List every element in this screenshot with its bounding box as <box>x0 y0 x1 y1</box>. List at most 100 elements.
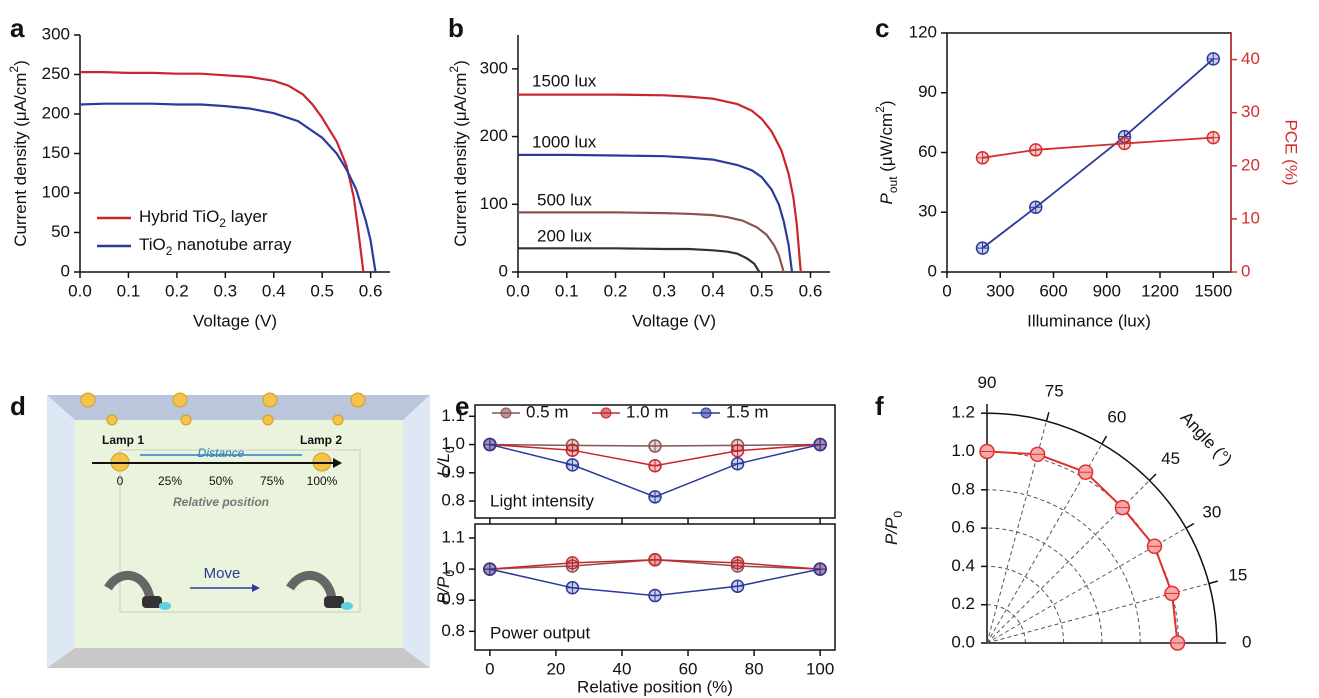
plot-frame <box>474 523 836 651</box>
label-part: Current density (μA/cm <box>451 73 470 247</box>
label-part: 2 <box>447 66 461 73</box>
annotation: Light intensity <box>490 491 594 510</box>
legend-marker <box>700 407 712 419</box>
panel-d: Lamp 1 Lamp 2 Distance 0 25% 50% 75% 100… <box>10 391 430 668</box>
label-part: layer <box>226 207 268 226</box>
floor <box>47 648 430 668</box>
angle-tick <box>1045 411 1050 422</box>
label-part: Current density (μA/cm <box>11 73 30 247</box>
position-tick: 0 <box>117 474 124 488</box>
angle-tick-label: 15 <box>1228 565 1247 584</box>
lamp <box>332 414 344 426</box>
x-tick-label: 0.2 <box>604 281 628 300</box>
x-tick-label: 0.4 <box>701 281 725 300</box>
angle-tick-label: 0 <box>1242 632 1251 651</box>
x-tick-label: 0.5 <box>750 281 774 300</box>
curve <box>518 93 802 273</box>
angle-tick-label: 90 <box>978 373 997 392</box>
angle-tick <box>1101 435 1108 445</box>
y-tick-label: 250 <box>42 64 70 83</box>
label-part: out <box>886 176 900 193</box>
series-label: 1000 lux <box>532 132 597 151</box>
x-tick-label: 0.1 <box>117 281 141 300</box>
y-tick-label: 100 <box>480 194 508 213</box>
x-tick-label: 0.6 <box>359 281 383 300</box>
x-tick-label: 0 <box>485 659 494 678</box>
plot-frame <box>474 404 836 519</box>
y-tick-label: 60 <box>918 142 937 161</box>
x-tick-label: 0.3 <box>652 281 676 300</box>
legend-label: Hybrid TiO2 layer <box>139 207 268 230</box>
legend-label: 1.0 m <box>626 402 669 421</box>
angle-tick <box>1185 522 1195 529</box>
y-tick-label: 0.9 <box>441 590 465 609</box>
label-part: ) <box>451 60 470 66</box>
y-tick-label: 1.0 <box>441 434 465 453</box>
label-part: ) <box>877 101 896 107</box>
grid-arc <box>986 527 1103 644</box>
y-tick-label: 1.0 <box>441 559 465 578</box>
y-axis-label: P/P0 <box>434 570 457 604</box>
angle-tick-label: 75 <box>1045 382 1064 401</box>
distance-label: Distance <box>198 446 245 460</box>
y-tick-label: 1.1 <box>441 527 465 546</box>
x-tick-label: 100 <box>806 659 834 678</box>
legend-label: 0.5 m <box>526 402 569 421</box>
x-axis-label: Voltage (V) <box>632 311 716 330</box>
label-part: ) <box>11 60 30 66</box>
plot-frame <box>946 32 1232 273</box>
lamp <box>180 414 192 426</box>
y-tick-label: 0 <box>61 261 70 280</box>
panel-letter: d <box>10 391 26 421</box>
r-tick-label: 0.0 <box>951 632 975 651</box>
x-tick-label: 0.0 <box>68 281 92 300</box>
arrow-head <box>333 458 342 468</box>
curve <box>518 247 761 273</box>
inner-frame <box>119 449 361 613</box>
x-tick-label: 0.3 <box>213 281 237 300</box>
y-tick-label: 0.9 <box>441 462 465 481</box>
position-tick: 75% <box>260 474 284 488</box>
y-tick-label: 0 <box>499 261 508 280</box>
y-tick-label: 40 <box>1241 49 1260 68</box>
r-tick-label: 1.2 <box>951 403 975 422</box>
label-part: P/P <box>434 576 453 604</box>
lamp <box>262 414 274 426</box>
x-axis-label: Relative position (%) <box>577 677 733 696</box>
label-part: 2 <box>219 216 226 230</box>
series-label: 500 lux <box>537 190 592 209</box>
arrow-head <box>252 584 260 592</box>
x-tick-label: 1500 <box>1194 281 1232 300</box>
x-tick-label: 300 <box>986 281 1014 300</box>
x-tick-label: 0.6 <box>799 281 823 300</box>
label-part: 2 <box>7 66 21 73</box>
y-axis-label: Current density (μA/cm2) <box>7 60 30 247</box>
y-tick-label: 300 <box>480 58 508 77</box>
x-axis-label: Voltage (V) <box>193 311 277 330</box>
r-tick-label: 0.8 <box>951 479 975 498</box>
r-tick-label: 0.2 <box>951 594 975 613</box>
x-tick-label: 20 <box>546 659 565 678</box>
x-tick-label: 0.2 <box>165 281 189 300</box>
legend-marker <box>500 407 512 419</box>
y-tick-label: 20 <box>1241 155 1260 174</box>
legend-label: 1.5 m <box>726 402 769 421</box>
label-part: 2 <box>166 244 173 258</box>
x-tick-label: 40 <box>613 659 632 678</box>
y-tick-label: 100 <box>42 182 70 201</box>
label-part: nanotube array <box>172 235 292 254</box>
panel-letter: c <box>875 13 889 43</box>
label-part: P/P <box>882 517 901 545</box>
curve <box>518 153 794 273</box>
y-tick-label: 200 <box>42 103 70 122</box>
fiber-end <box>324 596 344 608</box>
x-axis-label: Illuminance (lux) <box>1027 311 1151 330</box>
lamp <box>80 392 96 408</box>
y-axis-label: Current density (μA/cm2) <box>447 60 470 247</box>
legend-marker <box>600 407 612 419</box>
x-tick-label: 60 <box>679 659 698 678</box>
label-part: TiO <box>139 235 166 254</box>
r-tick-label: 1.0 <box>951 441 975 460</box>
angle-tick-label: 30 <box>1202 503 1221 522</box>
